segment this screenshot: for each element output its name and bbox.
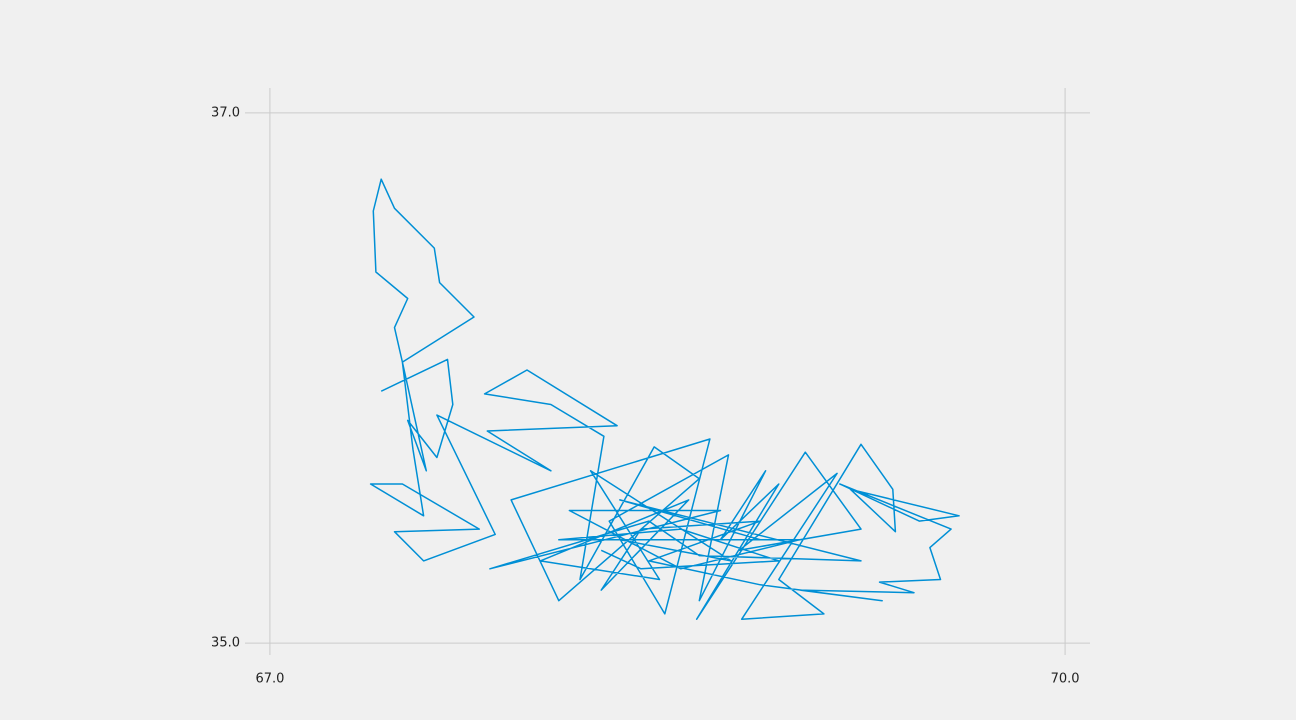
x-tick-label: 70.0 (1051, 672, 1080, 687)
x-tick-label: 67.0 (255, 672, 284, 687)
y-tick-label: 35.0 (211, 636, 240, 651)
y-tick-label: 37.0 (211, 105, 240, 120)
data-line (369, 178, 960, 620)
